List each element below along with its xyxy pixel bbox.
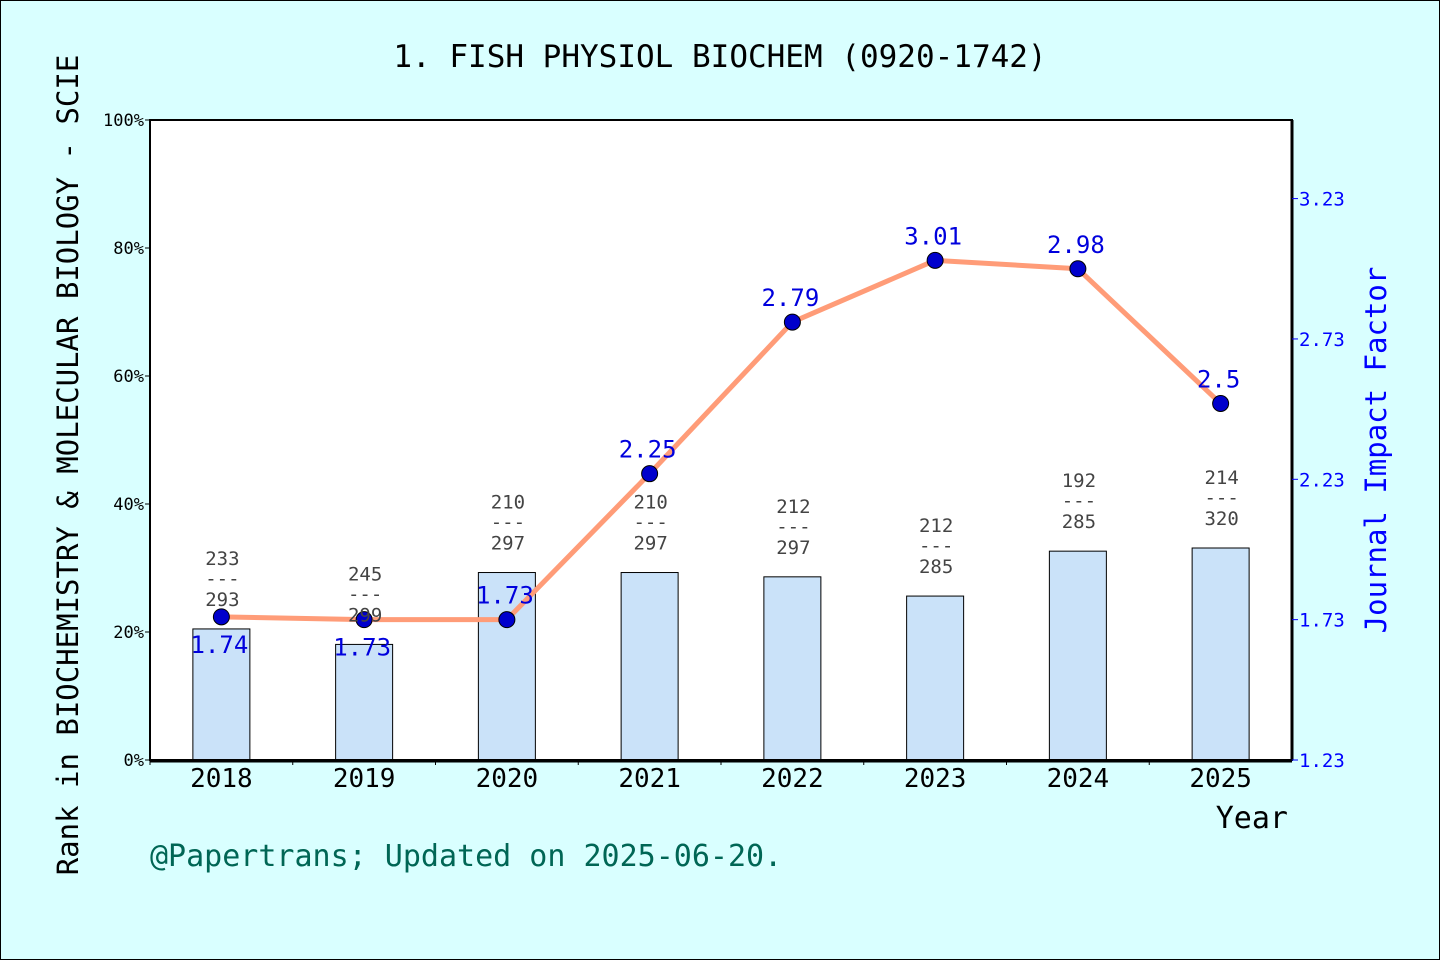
- rank-divider-2020: ---: [491, 512, 525, 534]
- y-tick-label-60: 60%: [113, 367, 144, 387]
- rank-denominator-2020: 297: [491, 533, 525, 555]
- right-tick-label-2.23: 2.23: [1299, 469, 1345, 491]
- right-axis-label: Journal Impact Factor: [1359, 267, 1393, 634]
- y-tick-label-20: 20%: [113, 623, 144, 643]
- x-tick-label-2024: 2024: [1047, 764, 1110, 794]
- rank-bar-2021: [620, 572, 679, 761]
- rank-bar-2019: [335, 643, 394, 761]
- x-tick-label-2020: 2020: [476, 764, 539, 794]
- impact-factor-point-2021: [641, 465, 659, 483]
- rank-bar-2022: [763, 576, 822, 761]
- impact-factor-line: [221, 257, 1223, 623]
- impact-factor-point-2024: [1069, 260, 1087, 278]
- impact-factor-label-2020: 1.73: [476, 582, 534, 610]
- left-axis-label: Rank in BIOCHEMISTRY & MOLECULAR BIOLOGY…: [51, 55, 85, 876]
- rank-bar-2023: [906, 595, 965, 761]
- right-tick-label-1.23: 1.23: [1299, 750, 1345, 772]
- x-tick-label-2021: 2021: [618, 764, 681, 794]
- rank-bar-2025: [1191, 547, 1250, 761]
- rank-denominator-2023: 285: [919, 556, 953, 578]
- rank-divider-2022: ---: [776, 516, 810, 538]
- rank-denominator-2024: 285: [1062, 511, 1096, 533]
- right-tick-label-1.73: 1.73: [1299, 610, 1345, 632]
- right-tick-label-3.23: 3.23: [1299, 189, 1345, 211]
- y-tick-label-100: 100%: [103, 111, 144, 131]
- impact-factor-point-2020: [498, 611, 516, 629]
- rank-denominator-2022: 297: [776, 537, 810, 559]
- rank-denominator-2019: 299: [348, 604, 382, 626]
- impact-factor-label-2021: 2.25: [619, 436, 677, 464]
- impact-factor-point-2023: [926, 251, 944, 269]
- x-tick-label-2019: 2019: [333, 764, 396, 794]
- rank-denominator-2021: 297: [633, 533, 667, 555]
- rank-numerator-2022: 212: [776, 496, 810, 518]
- rank-numerator-2023: 212: [919, 515, 953, 537]
- x-axis-label: Year: [1216, 801, 1288, 836]
- rank-numerator-2019: 245: [348, 563, 382, 585]
- impact-factor-point-2022: [783, 313, 801, 331]
- y-tick-label-40: 40%: [113, 495, 144, 515]
- x-tick-label-2022: 2022: [761, 764, 824, 794]
- right-tick-label-2.73: 2.73: [1299, 329, 1345, 351]
- impact-factor-label-2025: 2.5: [1197, 366, 1240, 394]
- rank-divider-2019: ---: [348, 583, 382, 605]
- impact-factor-label-2022: 2.79: [761, 284, 819, 312]
- x-tick-label-2023: 2023: [904, 764, 967, 794]
- x-tick-label-2025: 2025: [1189, 764, 1252, 794]
- x-tick-label-2018: 2018: [190, 764, 253, 794]
- rank-denominator-2018: 293: [205, 589, 239, 611]
- rank-numerator-2025: 214: [1204, 467, 1238, 489]
- y-tick-label-0: 0%: [124, 751, 144, 771]
- rank-divider-2023: ---: [919, 535, 953, 557]
- y-tick-label-80: 80%: [113, 239, 144, 259]
- rank-numerator-2020: 210: [491, 492, 525, 514]
- impact-factor-label-2019: 1.73: [333, 634, 391, 662]
- rank-numerator-2021: 210: [633, 492, 667, 514]
- rank-divider-2018: ---: [205, 568, 239, 590]
- impact-factor-label-2023: 3.01: [904, 222, 962, 250]
- impact-factor-point-2019: [355, 611, 373, 629]
- impact-factor-label-2024: 2.98: [1047, 231, 1105, 259]
- rank-bar-2024: [1048, 550, 1107, 761]
- rank-divider-2024: ---: [1062, 490, 1096, 512]
- plot-area: [150, 120, 1292, 760]
- rank-divider-2025: ---: [1204, 487, 1238, 509]
- footer-note: @Papertrans; Updated on 2025-06-20.: [150, 839, 782, 874]
- rank-numerator-2024: 192: [1062, 470, 1096, 492]
- impact-factor-point-2025: [1212, 395, 1230, 413]
- rank-numerator-2018: 233: [205, 548, 239, 570]
- rank-divider-2021: ---: [633, 512, 667, 534]
- rank-denominator-2025: 320: [1204, 508, 1238, 530]
- impact-factor-label-2018: 1.74: [190, 631, 248, 659]
- chart-title: 1. FISH PHYSIOL BIOCHEM (0920-1742): [393, 39, 1046, 75]
- impact-factor-point-2018: [212, 608, 230, 626]
